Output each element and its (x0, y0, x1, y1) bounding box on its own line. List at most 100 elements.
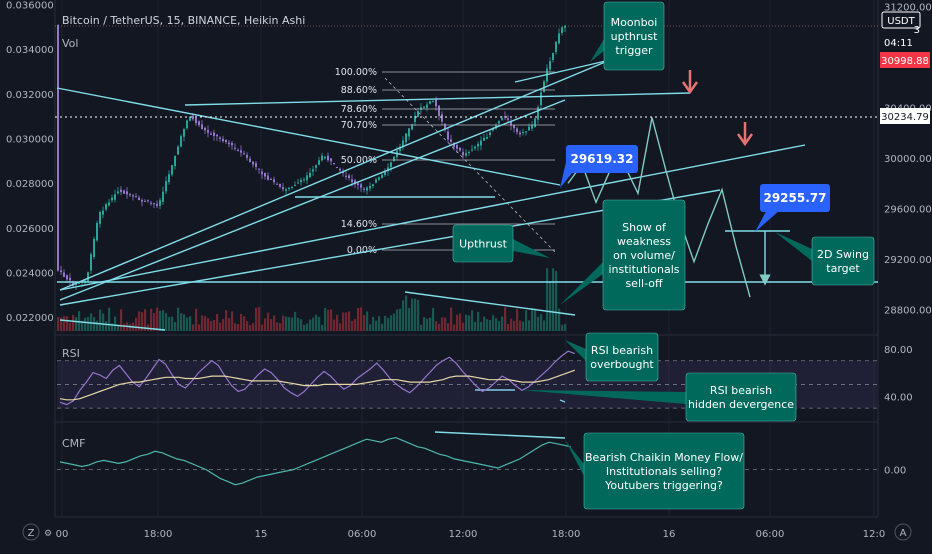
trend-line[interactable] (184, 92, 691, 106)
candle-body (204, 127, 206, 131)
volume-bar (315, 314, 318, 331)
candle-body (276, 183, 278, 185)
price-label[interactable]: 29619.32 (560, 145, 638, 188)
candle-body (423, 106, 425, 108)
volume-bar (468, 315, 471, 331)
volume-bar (174, 321, 177, 331)
candle-body (348, 175, 350, 179)
candle-body (390, 162, 392, 168)
settings-icon[interactable]: ⚙ (44, 529, 52, 539)
candle-body (399, 146, 401, 151)
trend-line[interactable] (404, 291, 576, 316)
volume-bar (186, 317, 189, 331)
volume-bar (108, 307, 111, 331)
right-axis-tick: 30000.00 (884, 154, 932, 165)
quote-currency-badge[interactable]: USDT (881, 11, 921, 29)
candle-body (516, 128, 518, 133)
time-axis-tick: 12:00 (449, 529, 478, 540)
candle-body (402, 140, 404, 147)
candle-body (321, 155, 323, 161)
volume-bar (189, 316, 192, 331)
trend-line[interactable] (56, 87, 561, 186)
trend-line[interactable] (59, 59, 611, 291)
fibonacci-retracement[interactable]: 100.00% 88.60% 78.60% 70.70% 50.00% 14.60% 0.0… (335, 67, 556, 256)
candle-body (441, 114, 443, 122)
volume-bar (513, 320, 516, 331)
auto-scale-button[interactable]: A (894, 523, 912, 541)
volume-indicator-label[interactable]: Vol (62, 37, 78, 50)
volume-bar (456, 314, 459, 331)
volume-bar (120, 309, 123, 331)
candle-body (183, 129, 185, 137)
trend-line[interactable] (59, 319, 166, 331)
price-label[interactable]: 29255.77 (755, 184, 830, 232)
candle-body (288, 188, 290, 190)
candle-body (474, 146, 476, 149)
volume-bar (393, 313, 396, 331)
annotation-callout-cmf[interactable]: Bearish Chaikin Money Flow/Institutional… (565, 432, 745, 510)
volume-bar (312, 317, 315, 331)
time-axis[interactable]: 00 18:00 15 06:00 12:00 18:00 16 06:00 12:0 (56, 529, 886, 540)
volume-bar (138, 311, 141, 331)
volume-bars (57, 268, 567, 331)
candle-body (477, 143, 479, 147)
candle-body (144, 200, 146, 202)
candle-body (381, 174, 383, 178)
volume-bar (207, 318, 210, 331)
volume-bar (408, 307, 411, 331)
volume-bar (444, 317, 447, 331)
volume-bar (330, 309, 333, 331)
time-axis-tick: 06:00 (756, 529, 785, 540)
volume-bar (249, 324, 252, 331)
volume-bar (144, 309, 147, 331)
trend-line[interactable] (59, 99, 566, 301)
price-labels[interactable]: 29619.32 29255.77 (560, 145, 830, 232)
cmf-indicator-label[interactable]: CMF (62, 437, 86, 450)
trend-lines[interactable] (56, 59, 878, 439)
trend-line[interactable] (514, 59, 611, 83)
volume-bar (555, 271, 558, 331)
projection-line[interactable] (567, 117, 751, 298)
trend-line[interactable] (559, 399, 566, 403)
candle-body (249, 158, 251, 162)
candle-body (363, 188, 365, 190)
callout-pointer (565, 440, 584, 476)
callout-pointer (560, 262, 603, 305)
volume-bar (357, 307, 360, 331)
volume-bar (507, 323, 510, 331)
trend-line[interactable] (59, 144, 806, 291)
volume-bar (432, 307, 435, 331)
candle-body (324, 156, 326, 159)
candle-body (480, 140, 482, 146)
callout-text: target (826, 262, 860, 275)
candle-body (213, 132, 215, 136)
volume-bar (303, 324, 306, 331)
candle-body (384, 171, 386, 176)
candle-body (414, 115, 416, 122)
down-arrow-icon (681, 70, 699, 95)
fib-level-label: 14.60% (341, 219, 377, 230)
price-projection-path[interactable] (567, 117, 751, 298)
rsi-indicator-label[interactable]: RSI (62, 347, 80, 360)
time-axis-tick: 06:00 (348, 529, 377, 540)
trend-line[interactable] (434, 431, 566, 439)
volume-bar (345, 312, 348, 331)
candle-body (75, 283, 77, 286)
volume-bar (501, 316, 504, 331)
volume-bar (369, 324, 372, 331)
volume-bar (219, 322, 222, 331)
timezone-button[interactable]: Z (22, 523, 40, 541)
volume-bar (435, 321, 438, 331)
volume-bar (84, 317, 87, 331)
cut-off-price-tag: 3 (914, 25, 920, 36)
annotation-callout-upthrust[interactable]: Upthrust (452, 224, 550, 263)
left-price-axis[interactable]: 0.036000 0.034000 0.032000 0.030000 0.028000… (6, 0, 54, 324)
